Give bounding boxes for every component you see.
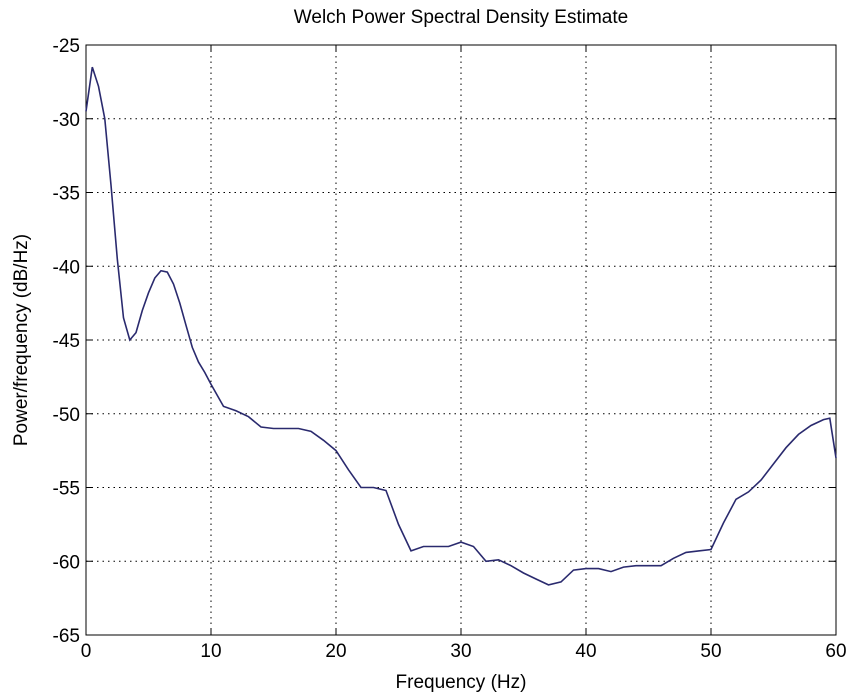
y-tick-label: -35	[53, 184, 80, 205]
x-tick-label: 40	[575, 641, 596, 662]
x-tick-label: 50	[700, 641, 721, 662]
y-tick-label: -55	[53, 479, 80, 500]
x-tick-label: 30	[450, 641, 471, 662]
y-tick-label: -50	[53, 405, 80, 426]
psd-series-line	[85, 66, 837, 586]
x-tick-label: 0	[81, 641, 92, 662]
y-tick-label: -30	[53, 110, 80, 131]
y-tick-label: -60	[53, 552, 80, 573]
x-tick-label: 60	[825, 641, 846, 662]
x-tick-label: 10	[200, 641, 221, 662]
axis-ticks: 0 10 20 30 40 50 60 -25 -30 -35 -40 -45 -50 -55 -60 -65	[53, 36, 847, 662]
y-tick-label: -45	[53, 331, 80, 352]
x-axis-label: Frequency (Hz)	[396, 672, 527, 693]
y-tick-label: -40	[53, 257, 80, 278]
y-tick-label: -65	[53, 626, 80, 647]
x-tick-label: 20	[325, 641, 346, 662]
y-axis-label: Power/frequency (dB/Hz)	[11, 234, 32, 446]
chart-title: Welch Power Spectral Density Estimate	[294, 7, 628, 28]
grid-lines	[86, 45, 836, 635]
y-tick-label: -25	[53, 36, 80, 57]
